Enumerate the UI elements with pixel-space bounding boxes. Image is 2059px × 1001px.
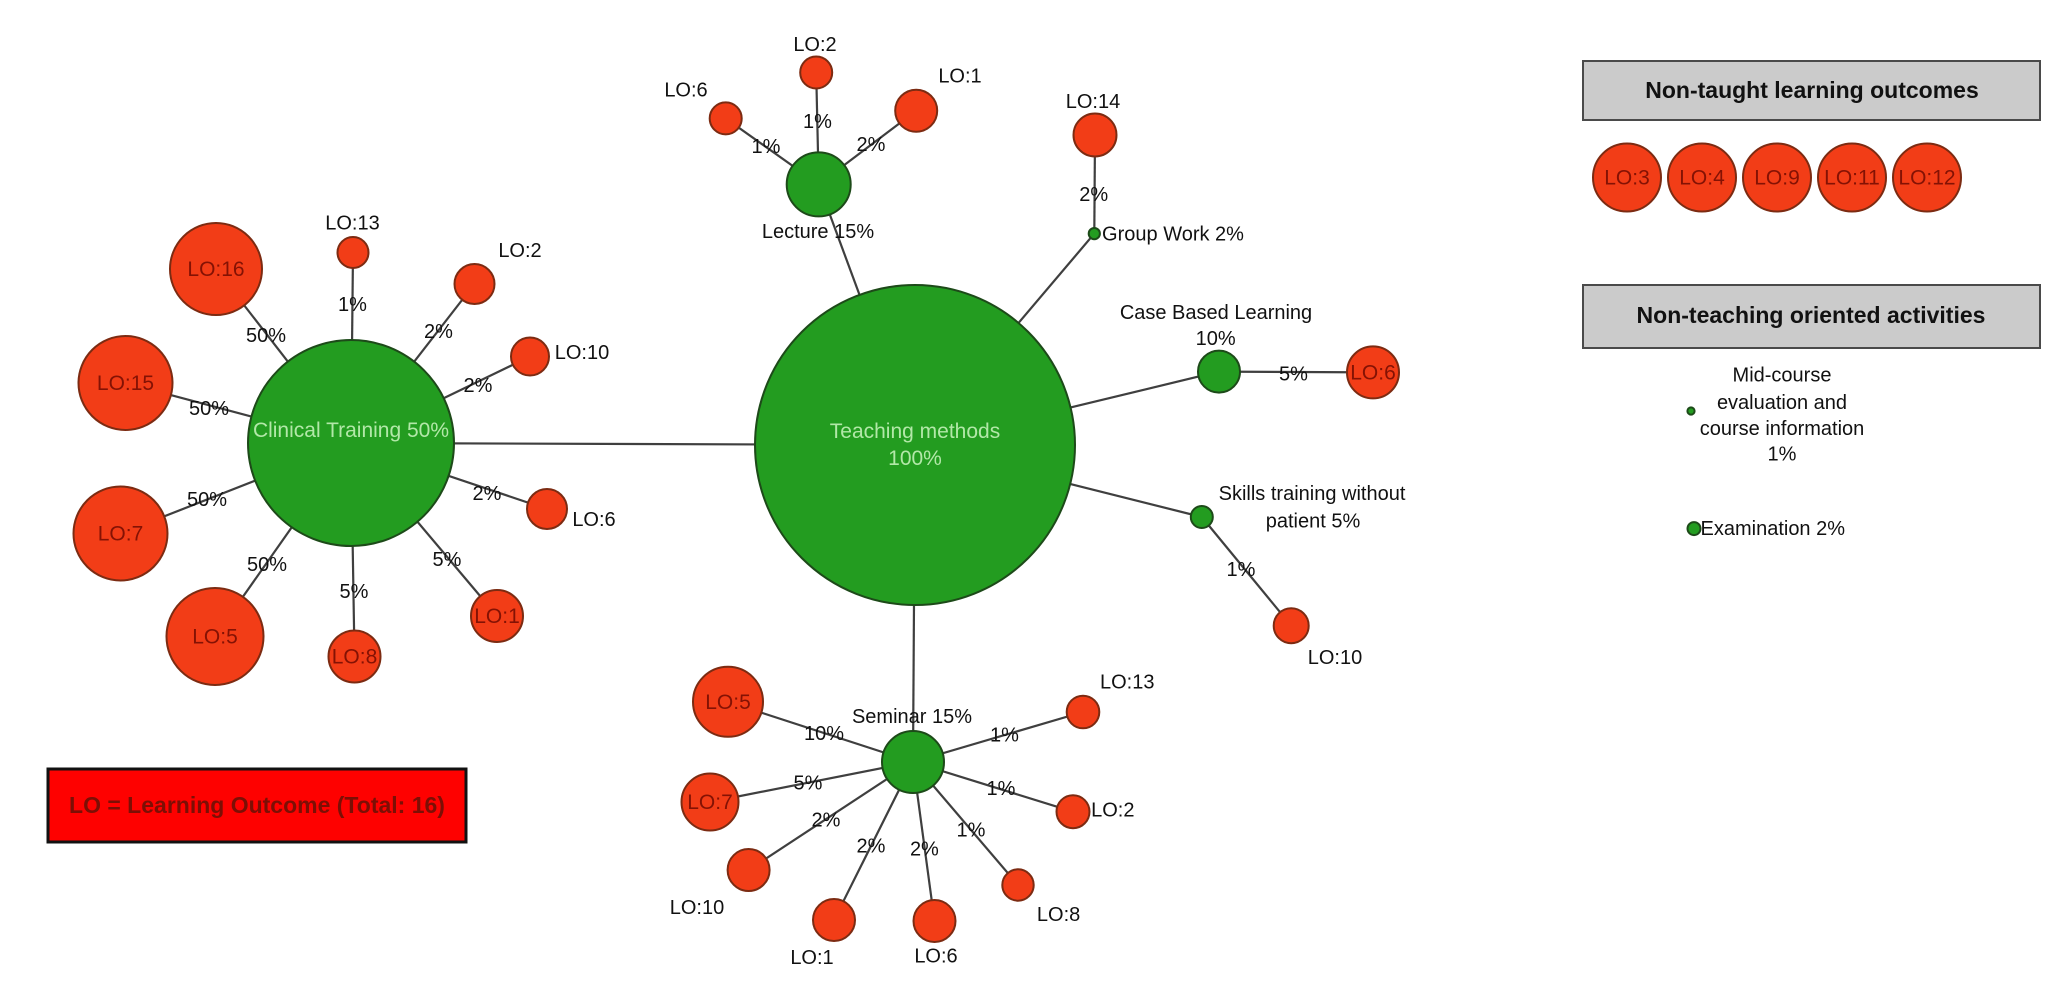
- svg-text:LO:11: LO:11: [1824, 167, 1880, 190]
- svg-text:1%: 1%: [1227, 559, 1256, 581]
- svg-text:course information: course information: [1700, 418, 1865, 440]
- svg-text:Lecture 15%: Lecture 15%: [762, 221, 875, 243]
- svg-text:LO:13: LO:13: [1100, 672, 1154, 694]
- svg-text:1%: 1%: [990, 725, 1019, 747]
- svg-text:LO:8: LO:8: [1037, 904, 1080, 926]
- svg-text:2%: 2%: [1079, 184, 1108, 206]
- svg-text:Seminar 15%: Seminar 15%: [852, 706, 972, 728]
- svg-text:LO:10: LO:10: [1308, 647, 1362, 669]
- svg-text:LO:6: LO:6: [664, 80, 707, 102]
- svg-text:LO:15: LO:15: [97, 372, 154, 395]
- svg-text:2%: 2%: [424, 321, 453, 343]
- svg-text:5%: 5%: [340, 581, 369, 603]
- svg-text:LO:5: LO:5: [705, 691, 751, 714]
- svg-text:LO:10: LO:10: [670, 897, 724, 919]
- svg-text:5%: 5%: [433, 549, 462, 571]
- svg-text:5%: 5%: [794, 773, 823, 795]
- svg-text:evaluation and: evaluation and: [1717, 392, 1847, 414]
- svg-text:LO:10: LO:10: [555, 342, 609, 364]
- svg-text:LO:6: LO:6: [1350, 361, 1396, 384]
- svg-text:LO:2: LO:2: [498, 240, 541, 262]
- svg-text:Group Work 2%: Group Work 2%: [1102, 224, 1244, 246]
- svg-text:Mid-course: Mid-course: [1733, 364, 1832, 386]
- svg-text:1%: 1%: [338, 294, 367, 316]
- svg-text:LO:9: LO:9: [1754, 167, 1800, 190]
- svg-text:Case Based Learning: Case Based Learning: [1120, 302, 1312, 324]
- svg-text:Non-taught learning outcomes: Non-taught learning outcomes: [1645, 77, 1979, 103]
- svg-text:LO:6: LO:6: [572, 509, 615, 531]
- svg-text:1%: 1%: [987, 778, 1016, 800]
- svg-text:Examination 2%: Examination 2%: [1701, 518, 1846, 540]
- svg-text:50%: 50%: [187, 489, 227, 511]
- svg-text:Clinical Training 50%: Clinical Training 50%: [253, 419, 449, 442]
- svg-text:10%: 10%: [804, 723, 844, 745]
- svg-text:1%: 1%: [803, 111, 832, 133]
- svg-text:Teaching methods: Teaching methods: [830, 420, 1000, 443]
- svg-text:2%: 2%: [812, 809, 841, 831]
- svg-text:LO:2: LO:2: [1091, 800, 1134, 822]
- svg-text:LO:8: LO:8: [332, 646, 378, 669]
- svg-text:1%: 1%: [1768, 443, 1797, 465]
- svg-text:50%: 50%: [246, 325, 286, 347]
- svg-text:50%: 50%: [247, 554, 287, 576]
- svg-text:LO:2: LO:2: [793, 34, 836, 56]
- svg-text:LO:7: LO:7: [98, 523, 144, 546]
- svg-text:LO:1: LO:1: [790, 947, 833, 969]
- svg-text:patient 5%: patient 5%: [1266, 511, 1361, 533]
- svg-text:LO:3: LO:3: [1604, 167, 1650, 190]
- svg-text:Non-teaching oriented activiti: Non-teaching oriented activities: [1637, 302, 1986, 328]
- svg-text:LO:14: LO:14: [1066, 91, 1120, 113]
- svg-text:100%: 100%: [888, 447, 942, 470]
- svg-text:2%: 2%: [857, 134, 886, 156]
- svg-text:10%: 10%: [1196, 328, 1236, 350]
- svg-text:LO:4: LO:4: [1679, 167, 1725, 190]
- svg-text:LO:6: LO:6: [914, 946, 957, 968]
- svg-text:LO = Learning Outcome (Total:: LO = Learning Outcome (Total: 16): [69, 792, 445, 818]
- svg-text:LO:13: LO:13: [325, 213, 379, 235]
- svg-text:1%: 1%: [957, 819, 986, 841]
- svg-text:2%: 2%: [464, 375, 493, 397]
- svg-text:LO:1: LO:1: [938, 66, 981, 88]
- svg-text:2%: 2%: [857, 836, 886, 858]
- svg-text:1%: 1%: [752, 136, 781, 158]
- svg-text:50%: 50%: [189, 398, 229, 420]
- svg-text:Skills training without: Skills training without: [1219, 483, 1406, 505]
- svg-text:5%: 5%: [1279, 364, 1308, 386]
- svg-text:LO:5: LO:5: [192, 626, 238, 649]
- svg-text:2%: 2%: [473, 483, 502, 505]
- svg-text:LO:7: LO:7: [687, 791, 733, 814]
- svg-text:LO:12: LO:12: [1898, 167, 1955, 190]
- svg-text:LO:16: LO:16: [187, 258, 244, 281]
- svg-text:LO:1: LO:1: [474, 605, 520, 628]
- svg-text:2%: 2%: [910, 839, 939, 861]
